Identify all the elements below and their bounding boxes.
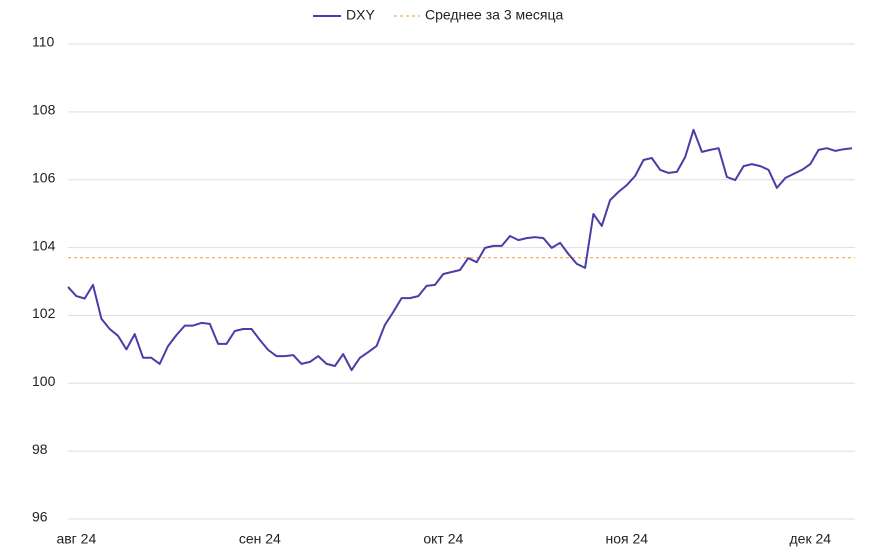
y-tick-label: 100 xyxy=(32,373,56,389)
x-tick-label: сен 24 xyxy=(239,531,281,547)
y-tick-label: 102 xyxy=(32,305,56,321)
x-tick-label: дек 24 xyxy=(790,531,832,547)
series-line xyxy=(67,128,853,372)
x-tick-label: окт 24 xyxy=(423,531,463,547)
y-tick-label: 108 xyxy=(32,102,56,118)
y-tick-label: 98 xyxy=(32,441,48,457)
legend-label: Среднее за 3 месяца xyxy=(425,7,564,23)
x-tick-label: ноя 24 xyxy=(606,531,649,547)
legend-label: DXY xyxy=(346,7,375,23)
y-tick-label: 104 xyxy=(32,237,56,253)
y-tick-label: 106 xyxy=(32,169,56,185)
y-tick-label: 110 xyxy=(32,34,55,50)
x-tick-label: авг 24 xyxy=(56,531,96,547)
y-tick-label: 96 xyxy=(32,509,48,525)
